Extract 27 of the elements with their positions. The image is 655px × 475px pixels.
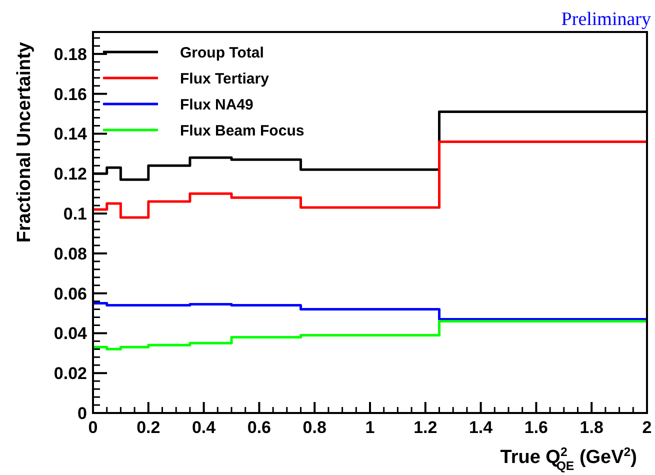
legend-label: Group Total [180,44,264,62]
y-tick-label: 0.08 [54,244,87,264]
x-tick-label: 1 [365,418,375,437]
legend-label: Flux NA49 [180,96,254,114]
y-tick-label: 0.02 [54,364,87,384]
x-axis-title: True Q$^{2}$$_{QE}$ (GeV$^{2}$) [500,445,637,473]
x-tick-label: 1.2 [414,418,438,437]
y-tick-label: 0.1 [63,204,87,224]
text: Preliminary [561,9,652,30]
y-tick-label: 0.14 [54,124,88,144]
x-tick-label: 1.8 [580,418,604,437]
y-tick-label: 0.18 [54,44,87,64]
x-tick-label: 0.8 [302,418,326,437]
legend-label: Flux Tertiary [180,70,270,88]
y-tick-label: 0.04 [54,324,88,344]
y-tick-label: 0.12 [54,164,87,184]
x-tick-label: 0.2 [136,418,160,437]
y-axis-title: Fractional Uncertainty [14,42,35,243]
x-tick-label: 0.4 [192,418,216,437]
x-tick-label: 1.4 [468,418,494,437]
legend-label: Flux Beam Focus [180,122,304,140]
y-tick-label: 0.16 [54,84,87,104]
x-tick-label: 2 [642,418,652,437]
x-tick-label: 1.6 [524,418,548,437]
y-tick-label: 0.06 [54,284,87,304]
x-tick-label: 0.6 [247,418,272,437]
y-tick-label: 0 [78,404,87,423]
